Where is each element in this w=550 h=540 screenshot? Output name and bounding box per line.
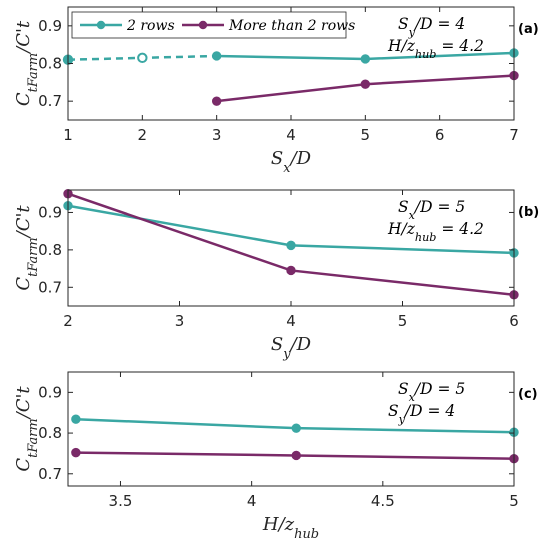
y-tick-label: 0.8 [38,55,62,73]
series-more-than-2-rows-point [71,447,81,458]
y-axis-label: CtFarm/C't [13,20,41,106]
x-tick-label: 2 [63,312,73,330]
x-tick-label: 7 [509,126,519,144]
x-tick-label: 1 [63,126,73,144]
panel-tag: (c) [518,387,538,402]
plot-frame [67,371,515,487]
legend-label-2-rows: 2 rows [126,18,175,34]
x-axis-label: Sx/D [271,148,312,176]
panel-a: 1 2 3 4 5 6 7 0.7 0.8 0.9 Sx/D CtFarm/C't Sy/D = … [13,6,539,176]
y-tick-label: 0.9 [38,383,62,401]
panel-c: 3.5 4 4.5 5 0.7 0.8 0.9 H/zhub CtFarm/C't Sx/D… [13,371,538,540]
x-tick-label: 4 [286,312,296,330]
y-axis-label: CtFarm/C't [13,205,41,291]
legend-marker-more-rows [198,20,208,30]
series-2-rows-point [71,414,81,424]
y-tick-label: 0.9 [38,203,62,221]
x-axis-label: Sy/D [271,334,312,362]
series-more-than-2-rows-point [286,265,296,276]
x-tick-label: 3 [175,312,185,330]
x-tick-label: 5 [398,312,408,330]
x-tick-label: 5 [361,126,371,144]
annotation-line-2: Sy/D = 4 [388,402,455,426]
panel-tag: (b) [518,205,539,220]
y-tick-label: 0.9 [38,17,62,35]
legend: 2 rows More than 2 rows [71,11,355,39]
x-axis-label: H/zhub [262,514,319,540]
series-more-than-2-rows-point [291,450,301,461]
annotation-line-1: Sx/D = 5 [398,198,465,222]
annotation-line-1: Sx/D = 5 [398,380,465,404]
y-tick-label: 0.8 [38,424,62,442]
annotation-line-1: Sy/D = 4 [398,15,465,39]
legend-label-more-rows: More than 2 rows [228,18,355,34]
x-tick-label: 6 [509,312,519,330]
x-tick-label: 2 [138,126,148,144]
series-more-than-2-rows-point [360,79,371,89]
legend-marker-2-rows [96,20,106,30]
annotation-line-2: H/zhub = 4.2 [387,37,484,61]
series-2-rows-point [291,423,301,433]
annotation-line-2: H/zhub = 4.2 [387,220,484,244]
x-tick-label: 3 [212,126,222,144]
x-tick-label: 6 [435,126,445,144]
y-tick-label: 0.7 [38,465,62,483]
x-tick-label: 4 [286,126,296,144]
series-2-rows-point [360,54,371,64]
y-axis-label: CtFarm/C't [13,386,41,472]
x-tick-label: 4 [247,492,257,510]
y-tick-label: 0.7 [38,278,62,296]
series-2-rows-point [211,51,222,61]
series-more-than-2-rows-point [211,96,222,106]
x-tick-label: 5 [509,492,519,510]
y-tick-label: 0.7 [38,92,62,110]
x-tick-label: 3.5 [109,492,133,510]
y-tick-label: 0.8 [38,241,62,259]
series-2-rows-point [286,240,296,251]
series-2-rows-extension-point [137,52,148,64]
panel-b: 2 3 4 5 60.70.80.9 Sy/D CtFarm/C't Sx/D = 5 … [13,189,539,362]
x-tick-label: 4.5 [371,492,395,510]
panel-tag: (a) [518,22,539,37]
